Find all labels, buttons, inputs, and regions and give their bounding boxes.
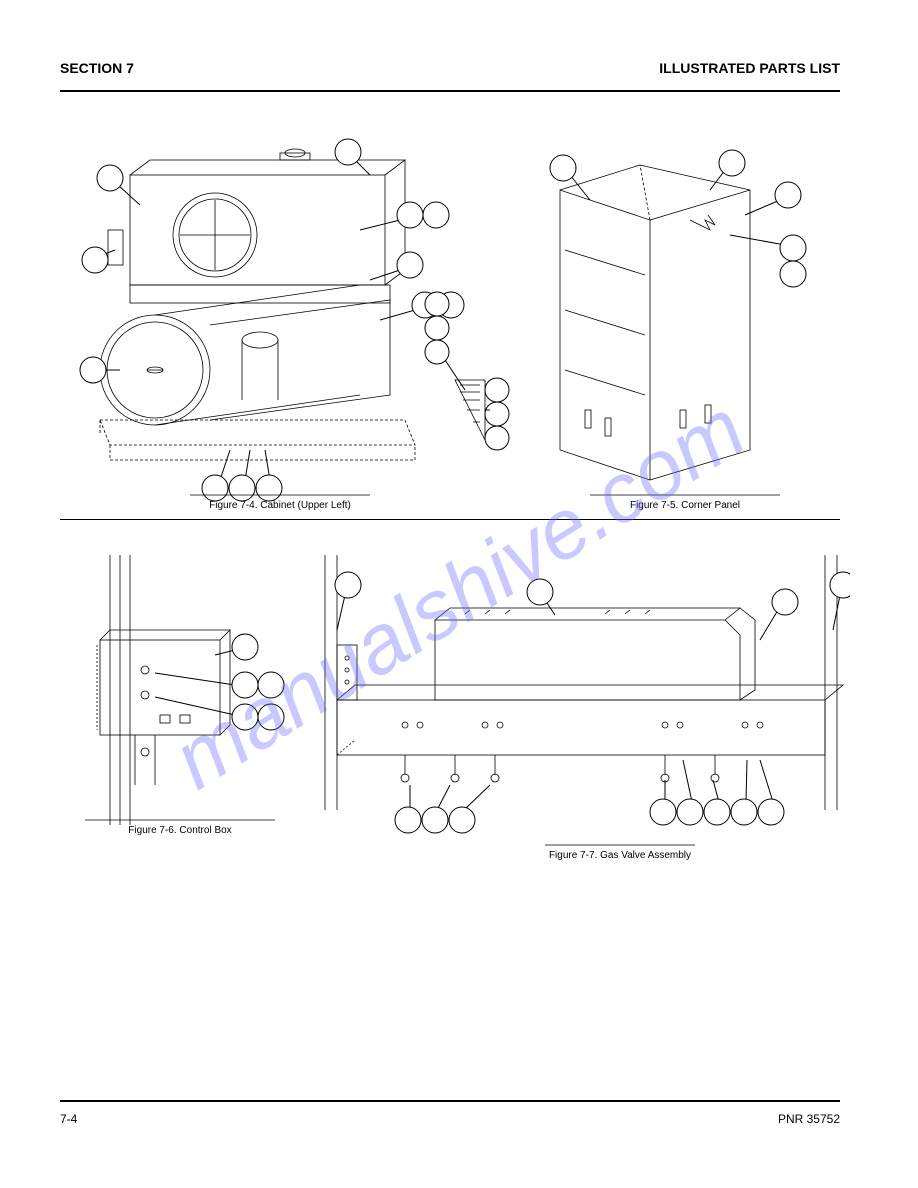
header-left: SECTION 7 (60, 60, 134, 76)
figure-upper-left: Figure 7-4. Cabinet (Upper Left) (80, 139, 509, 511)
rule-bottom (60, 1100, 840, 1102)
diagram-svg: Figure 7-4. Cabinet (Upper Left) (60, 100, 850, 880)
fig-upper-left-label: Figure 7-4. Cabinet (Upper Left) (209, 500, 351, 511)
figure-lower-right: Figure 7-7. Gas Valve Assembly (325, 555, 850, 861)
figure-upper-right: Figure 7-5. Corner Panel (550, 150, 806, 511)
header-right: ILLUSTRATED PARTS LIST (659, 60, 840, 76)
pnr-label: PNR 35752 (778, 1112, 840, 1126)
page-number: 7-4 (60, 1112, 77, 1126)
fig-lower-right-label: Figure 7-7. Gas Valve Assembly (549, 850, 691, 861)
rule-top (60, 90, 840, 92)
fig-upper-right-label: Figure 7-5. Corner Panel (630, 500, 740, 511)
figure-lower-left: Figure 7-6. Control Box (85, 555, 284, 836)
fig-lower-left-label: Figure 7-6. Control Box (128, 825, 231, 836)
